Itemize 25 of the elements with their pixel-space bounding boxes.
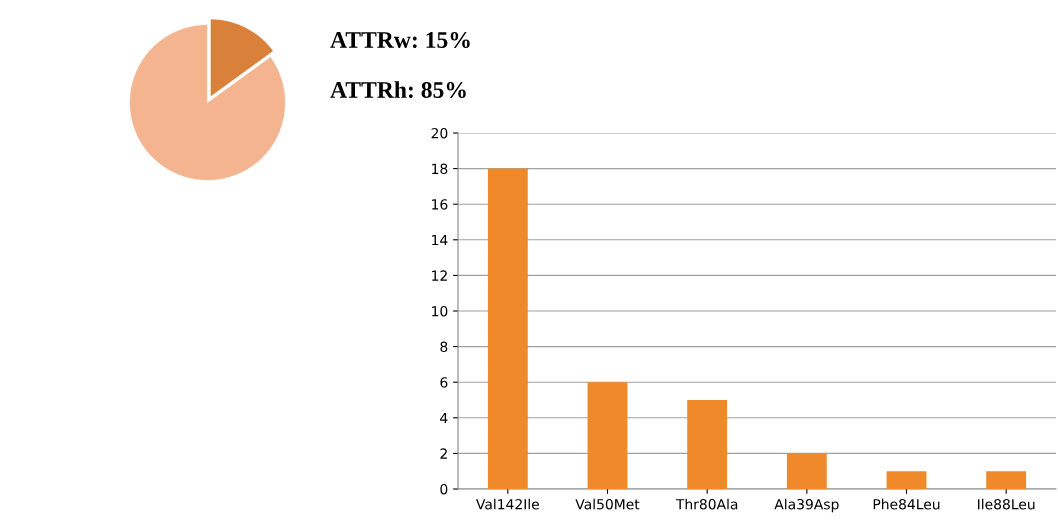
y-tick-label: 16: [432, 199, 448, 210]
x-tick-label: Phe84Leu: [873, 498, 940, 510]
bar: [786, 453, 827, 489]
bar: [587, 382, 628, 489]
x-tick-label: Ile88Leu: [978, 498, 1035, 510]
slice-label: ATTRh: 85%: [330, 81, 466, 99]
x-tick-label: Ala39Asp: [774, 498, 839, 513]
y-tick-label: 4: [440, 412, 448, 424]
bar: [986, 471, 1027, 489]
y-tick-label: 2: [440, 448, 447, 459]
slice-label: ATTRw: 15%: [330, 31, 470, 49]
x-tick-label: Thr80Ala: [675, 498, 738, 510]
y-tick-label: 18: [432, 163, 448, 175]
bar: [886, 471, 927, 489]
y-tick-label: 20: [431, 127, 448, 139]
bar: [687, 400, 728, 489]
x-tick-label: Val50Met: [575, 498, 640, 510]
y-tick-label: 6: [440, 377, 448, 388]
bar: [487, 168, 528, 489]
x-tick-label: Val142Ile: [476, 498, 539, 510]
y-tick-label: 8: [440, 341, 448, 353]
y-tick-label: 10: [432, 305, 448, 317]
y-tick-label: 12: [432, 270, 447, 281]
y-tick-label: 14: [432, 234, 448, 246]
y-tick-label: 0: [440, 483, 448, 495]
